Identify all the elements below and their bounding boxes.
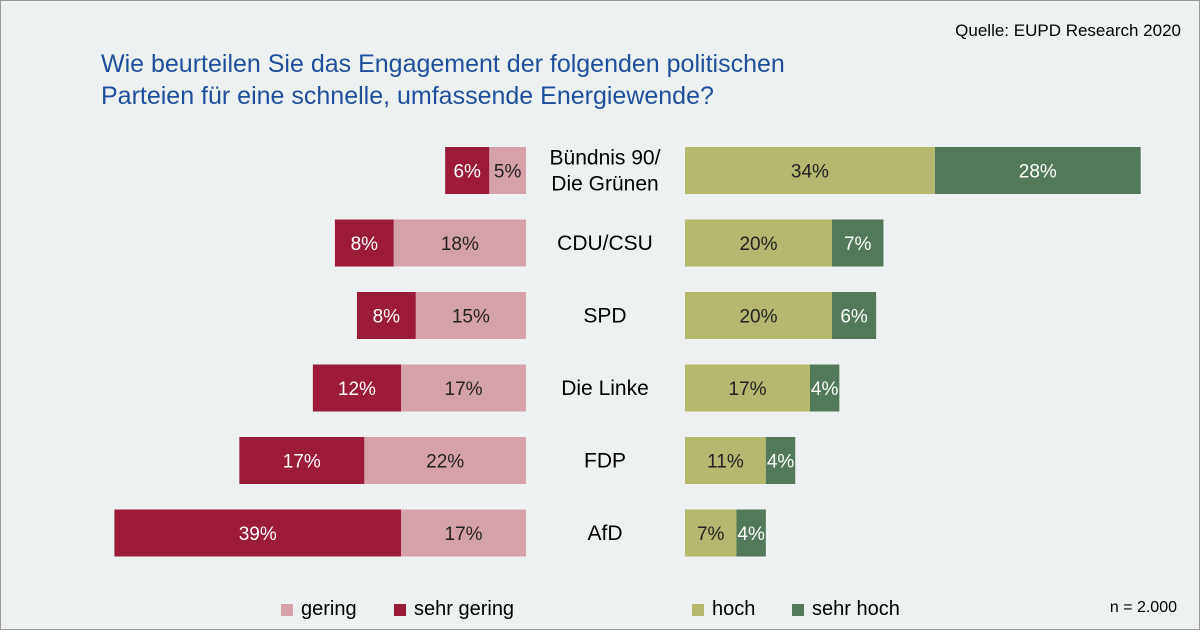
bar-hoch <box>685 219 832 267</box>
bar-gering <box>401 364 526 412</box>
bar-sehr-gering <box>356 292 416 339</box>
bar-gering <box>364 437 526 484</box>
data-label-sehr-gering: 8% <box>373 307 401 328</box>
bar-gering <box>401 509 526 557</box>
chart-title: Wie beurteilen Sie das Engagement der fo… <box>101 48 1001 112</box>
bar-sehr-gering <box>334 219 394 267</box>
bar-sehr-gering <box>239 437 365 484</box>
data-label-sehr-hoch: 6% <box>840 307 868 328</box>
bar-hoch <box>685 292 832 339</box>
data-label-hoch: 20% <box>739 307 777 328</box>
bar-hoch <box>685 509 737 557</box>
legend-label-gering: gering <box>301 598 357 620</box>
category-label: AfD <box>587 522 622 545</box>
data-label-hoch: 20% <box>739 234 777 255</box>
bar-sehr-hoch <box>832 219 884 267</box>
data-label-sehr-hoch: 4% <box>767 452 795 473</box>
category-label: SPD <box>583 305 626 328</box>
data-label-gering: 17% <box>445 379 483 400</box>
data-label-sehr-hoch: 28% <box>1019 162 1057 183</box>
data-label-sehr-hoch: 7% <box>844 234 872 255</box>
source-note: Quelle: EUPD Research 2020 <box>955 21 1181 40</box>
data-label-sehr-gering: 17% <box>283 452 321 473</box>
sample-size-note: n = 2.000 <box>1109 599 1177 616</box>
data-label-hoch: 11% <box>707 452 744 473</box>
category-label: CDU/CSU <box>557 232 653 255</box>
legend-swatch-sehr-hoch <box>792 603 804 616</box>
bar-sehr-hoch <box>736 509 766 557</box>
data-label-hoch: 17% <box>728 379 766 400</box>
data-label-hoch: 7% <box>697 524 725 545</box>
data-label-gering: 22% <box>426 452 464 473</box>
data-label-sehr-gering: 6% <box>453 162 481 183</box>
bar-hoch <box>685 147 935 194</box>
bar-sehr-gering <box>445 147 490 194</box>
category-label: Die Linke <box>561 377 649 400</box>
bar-hoch <box>685 364 810 412</box>
legend-label-sehr-hoch: sehr hoch <box>812 598 900 620</box>
data-label-sehr-gering: 12% <box>338 379 376 400</box>
bar-sehr-gering <box>312 364 402 412</box>
bar-sehr-gering <box>114 509 402 557</box>
legend-item-hoch: hoch <box>692 598 755 621</box>
data-label-gering: 5% <box>494 162 522 183</box>
chart-title-line-1: Wie beurteilen Sie das Engagement der fo… <box>101 50 785 78</box>
bar-sehr-hoch <box>765 437 796 484</box>
legend-item-sehr-gering: sehr gering <box>394 598 514 621</box>
data-label-sehr-hoch: 4% <box>737 524 765 545</box>
bar-sehr-hoch <box>832 292 877 339</box>
bar-sehr-hoch <box>934 147 1141 194</box>
legend-label-hoch: hoch <box>712 598 756 620</box>
data-label-hoch: 34% <box>791 162 829 183</box>
legend-label-sehr-gering: sehr gering <box>414 598 515 620</box>
data-label-gering: 15% <box>452 307 490 328</box>
bar-gering <box>489 147 526 194</box>
data-label-gering: 18% <box>441 234 479 255</box>
bar-gering <box>393 219 526 267</box>
category-label: Die Grünen <box>551 173 658 196</box>
data-label-sehr-gering: 39% <box>239 524 277 545</box>
legend-swatch-gering <box>281 603 293 616</box>
data-label-sehr-hoch: 4% <box>811 379 839 400</box>
data-label-sehr-gering: 8% <box>351 234 379 255</box>
chart-title-line-2: Parteien für eine schnelle, umfassende E… <box>101 82 714 110</box>
bar-gering <box>415 292 526 339</box>
legend-item-sehr-hoch: sehr hoch <box>792 598 900 621</box>
bar-hoch <box>685 437 766 484</box>
category-label: FDP <box>584 450 626 473</box>
bar-sehr-hoch <box>809 364 840 412</box>
data-label-gering: 17% <box>445 524 483 545</box>
legend-swatch-hoch <box>692 603 704 616</box>
category-label: Bündnis 90/ <box>550 147 661 170</box>
legend-item-gering: gering <box>281 598 357 621</box>
legend-swatch-sehr-gering <box>394 603 406 616</box>
